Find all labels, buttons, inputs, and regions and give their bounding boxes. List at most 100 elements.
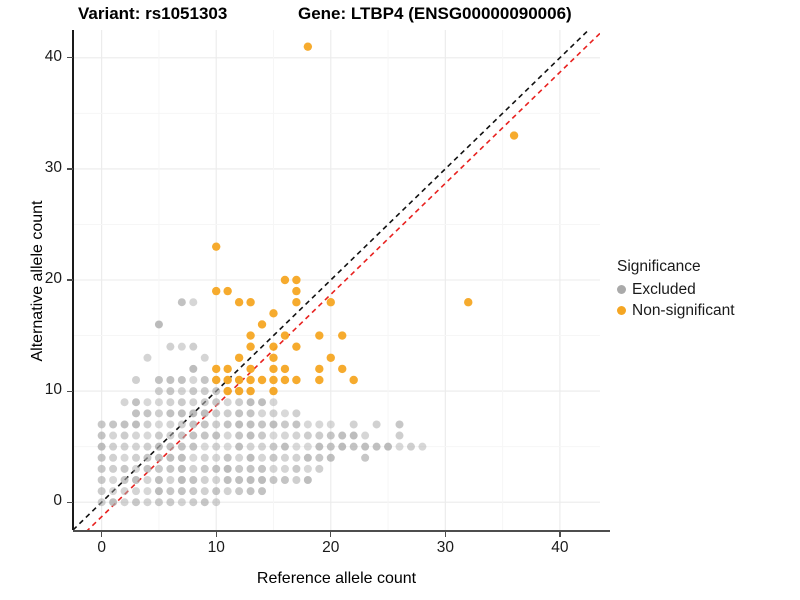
y-axis-tick xyxy=(67,168,73,169)
data-point xyxy=(178,409,186,417)
legend-title: Significance xyxy=(617,258,735,276)
data-point xyxy=(166,409,174,417)
data-point xyxy=(189,398,197,406)
data-point xyxy=(373,420,381,428)
data-point xyxy=(212,398,220,406)
legend-label-non-significant: Non-significant xyxy=(632,302,735,320)
data-point xyxy=(258,476,266,484)
data-point xyxy=(121,454,129,462)
data-point xyxy=(121,398,129,406)
data-point xyxy=(258,465,266,473)
data-point xyxy=(212,454,220,462)
data-point xyxy=(269,420,277,428)
data-point xyxy=(338,331,346,339)
data-point xyxy=(235,465,243,473)
data-point xyxy=(327,298,335,306)
data-point xyxy=(246,331,254,339)
data-point xyxy=(269,376,277,384)
data-point xyxy=(166,443,174,451)
data-point xyxy=(258,487,266,495)
data-point xyxy=(143,432,151,440)
data-point xyxy=(155,498,163,506)
data-point xyxy=(418,443,426,451)
data-point xyxy=(327,432,335,440)
x-axis-tick xyxy=(330,531,331,537)
data-point xyxy=(292,465,300,473)
data-point xyxy=(189,498,197,506)
data-point xyxy=(98,420,106,428)
data-point xyxy=(212,487,220,495)
data-point xyxy=(246,342,254,350)
data-point xyxy=(201,376,209,384)
data-point xyxy=(155,409,163,417)
data-point xyxy=(407,443,415,451)
data-point xyxy=(109,432,117,440)
data-point xyxy=(281,276,289,284)
data-point xyxy=(327,420,335,428)
data-point xyxy=(224,432,232,440)
data-point xyxy=(143,443,151,451)
data-point xyxy=(315,376,323,384)
data-point xyxy=(235,420,243,428)
data-point xyxy=(121,420,129,428)
data-point xyxy=(373,443,381,451)
data-point xyxy=(292,420,300,428)
data-point xyxy=(178,454,186,462)
data-point xyxy=(189,420,197,428)
y-axis-tick xyxy=(67,279,73,280)
data-point xyxy=(235,487,243,495)
data-point xyxy=(281,443,289,451)
y-axis-tick xyxy=(67,391,73,392)
data-point xyxy=(247,420,255,428)
data-point xyxy=(304,443,312,451)
data-point xyxy=(143,454,151,462)
data-point xyxy=(304,454,312,462)
data-point xyxy=(327,454,335,462)
y-axis-tick xyxy=(67,57,73,58)
data-point xyxy=(269,398,277,406)
data-point xyxy=(189,365,197,373)
data-point xyxy=(201,443,209,451)
data-point xyxy=(178,432,186,440)
data-point xyxy=(201,354,209,362)
data-point xyxy=(269,342,277,350)
data-point xyxy=(224,487,232,495)
chart-root: Variant: rs1051303 Gene: LTBP4 (ENSG0000… xyxy=(0,0,800,600)
data-point xyxy=(235,298,243,306)
data-point xyxy=(246,365,254,373)
data-point xyxy=(235,432,243,440)
data-point xyxy=(396,432,404,440)
data-point xyxy=(178,487,186,495)
data-point xyxy=(178,387,186,395)
data-point xyxy=(292,443,300,451)
data-point xyxy=(132,476,140,484)
data-point xyxy=(109,476,117,484)
data-point xyxy=(315,432,323,440)
data-point xyxy=(166,465,174,473)
legend-item-excluded[interactable]: Excluded xyxy=(617,279,735,300)
data-point xyxy=(178,476,186,484)
data-point xyxy=(132,409,140,417)
data-point xyxy=(292,287,300,295)
data-point xyxy=(201,476,209,484)
data-point xyxy=(247,476,255,484)
data-point xyxy=(304,42,312,50)
data-point xyxy=(258,409,266,417)
data-point xyxy=(223,387,231,395)
data-point xyxy=(258,432,266,440)
y-axis-tick-label: 30 xyxy=(45,159,62,177)
data-point xyxy=(166,498,174,506)
data-point xyxy=(189,409,197,417)
data-point xyxy=(212,409,220,417)
data-point xyxy=(361,443,369,451)
data-point xyxy=(224,420,232,428)
data-point xyxy=(109,498,117,506)
data-point xyxy=(338,365,346,373)
data-point xyxy=(327,354,335,362)
data-point xyxy=(132,465,140,473)
legend-item-non-significant[interactable]: Non-significant xyxy=(617,300,735,321)
data-point xyxy=(315,365,323,373)
data-point xyxy=(292,376,300,384)
data-point xyxy=(247,432,255,440)
data-point xyxy=(201,409,209,417)
